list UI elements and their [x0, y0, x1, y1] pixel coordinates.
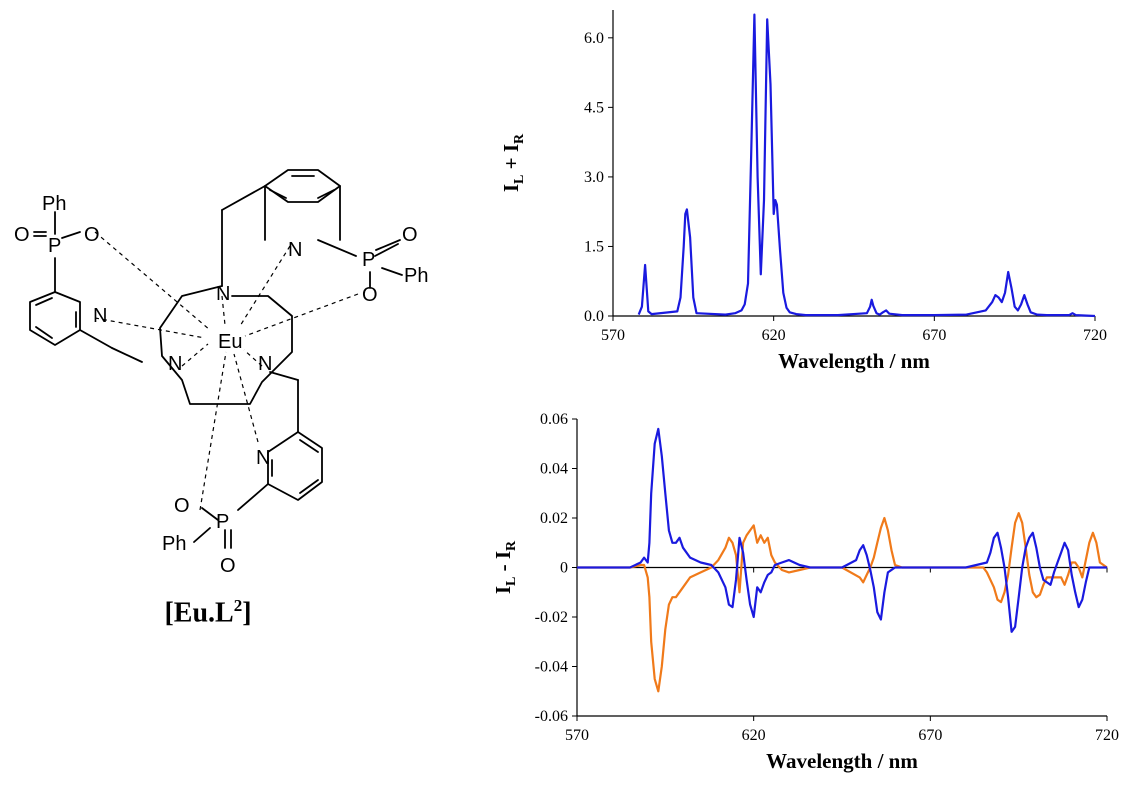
bottom-pyridine-ring — [267, 431, 323, 501]
y-tick-label: 0.02 — [540, 510, 568, 527]
y-tick-label: -0.06 — [535, 708, 568, 725]
y-axis-label: IL - IR — [491, 540, 519, 594]
x-tick-label: 670 — [922, 327, 946, 344]
phosphorus-atom-label: P — [48, 235, 61, 257]
y-tick-label: 4.5 — [584, 99, 604, 116]
y-axis-label: IL + IR — [499, 133, 527, 192]
nitrogen-atom-label: N — [168, 353, 182, 375]
y-tick-label: -0.02 — [535, 609, 568, 626]
series-line-1 — [637, 13, 1096, 318]
emission-chart-svg: 0.0 1.5 3.0 4.5 6.0 570 620 670 720 Wavelength / … — [499, 10, 1107, 373]
oxygen-atom-label: O — [174, 495, 190, 517]
phenyl-label: Ph — [404, 265, 428, 287]
cpl-chart-svg: -0.06 -0.04 -0.02 0 0.02 0.04 0.06 570 620 670 720… — [491, 411, 1119, 773]
nitrogen-atom-label: N — [93, 305, 107, 327]
nitrogen-atom-label: N — [258, 353, 272, 375]
oxygen-atom-label: O — [14, 224, 30, 246]
top-pyridine-ring — [264, 169, 341, 203]
cpl-chart: -0.06 -0.04 -0.02 0 0.02 0.04 0.06 570 620 670 720… — [480, 395, 1125, 791]
oxygen-atom-label: O — [402, 224, 418, 246]
y-tick-label: 0.0 — [584, 308, 604, 325]
complex-caption: [Eu.L2] — [143, 596, 273, 629]
x-tick-label: 570 — [601, 327, 625, 344]
emission-chart: 0.0 1.5 3.0 4.5 6.0 570 620 670 720 Wavelength / … — [480, 0, 1125, 395]
oxygen-atom-label: O — [362, 284, 378, 306]
x-axis-label: Wavelength / nm — [778, 349, 930, 373]
nitrogen-atom-label: N — [216, 283, 230, 305]
y-tick-label: -0.04 — [535, 659, 568, 676]
y-tick-label: 0.04 — [540, 461, 568, 478]
x-tick-label: 620 — [762, 327, 786, 344]
phosphorus-atom-label: P — [216, 511, 229, 533]
x-tick-label: 570 — [565, 727, 589, 744]
oxygen-atom-label: O — [220, 555, 236, 577]
chemical-structure: Eu N N N N N N P P P O O O O O O Ph Ph P… — [14, 169, 428, 577]
y-tick-label: 6.0 — [584, 30, 604, 47]
europium-atom-label: Eu — [218, 331, 242, 353]
phenyl-label: Ph — [42, 193, 66, 215]
oxygen-atom-label: O — [84, 224, 100, 246]
x-tick-label: 720 — [1083, 327, 1107, 344]
series-line-2 — [577, 427, 1107, 633]
phosphorus-atom-label: P — [362, 249, 375, 271]
macrocycle-ring — [159, 285, 293, 405]
y-tick-label: 0.06 — [540, 411, 568, 428]
x-tick-label: 670 — [918, 727, 942, 744]
y-tick-label: 3.0 — [584, 169, 604, 186]
caption-main: [Eu.L — [164, 597, 234, 629]
caption-end: ] — [242, 597, 252, 629]
nitrogen-atom-label: N — [288, 239, 302, 261]
phenyl-label: Ph — [162, 533, 186, 555]
x-axis-label: Wavelength / nm — [766, 749, 918, 773]
caption-superscript: 2 — [233, 596, 243, 615]
x-tick-label: 720 — [1095, 727, 1119, 744]
y-tick-label: 1.5 — [584, 238, 604, 255]
y-tick-label: 0 — [560, 560, 568, 577]
nitrogen-atom-label: N — [256, 447, 270, 469]
left-pyridine-ring — [29, 291, 81, 346]
x-tick-label: 620 — [742, 727, 766, 744]
